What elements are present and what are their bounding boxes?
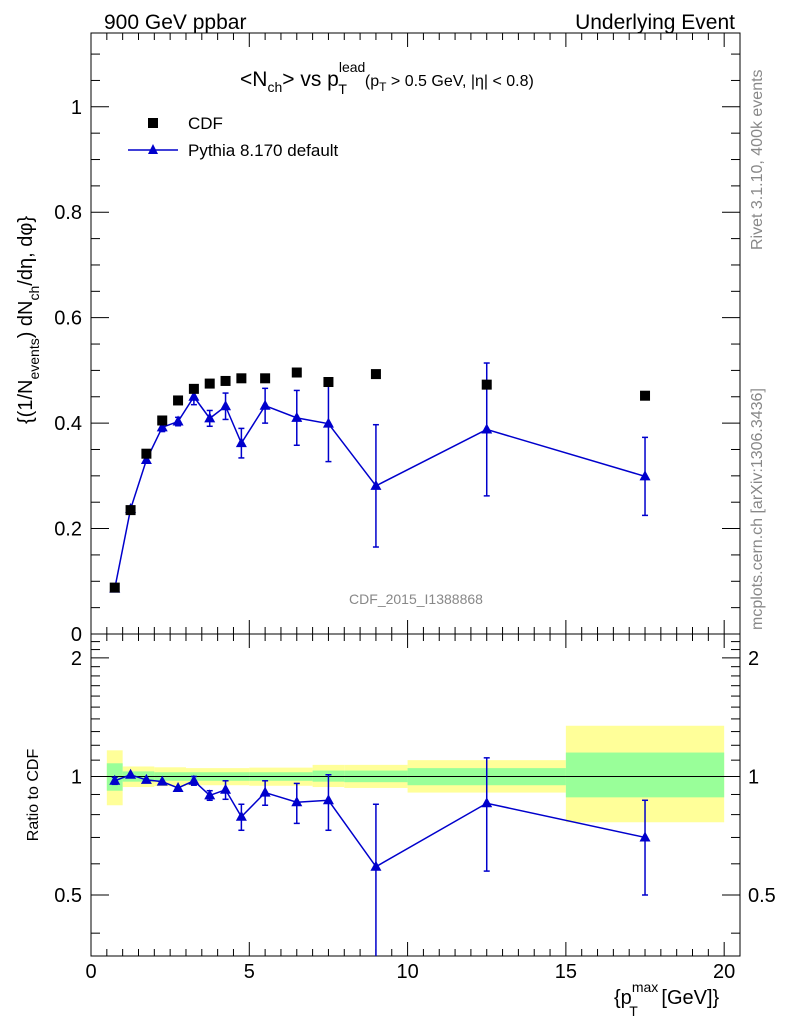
legend-cdf-label: CDF [188,114,223,133]
x-tick-label-3: 15 [555,961,577,983]
mc-point-12 [370,479,382,490]
cdf-point-5 [188,383,199,394]
ratio-point-6 [204,789,216,800]
ratio-tick-label-left-0: 0.5 [54,885,82,907]
ratio-point-13 [481,797,493,808]
ratio-point-7 [220,783,232,794]
cdf-point-8 [236,373,247,384]
cdf-point-6 [204,378,215,389]
mcplots-label: mcplots.cern.ch [arXiv:1306.3436] [749,388,766,630]
ratio-point-12 [370,860,382,871]
x-tick-label-1: 5 [244,961,255,983]
ratio-tick-label-right-1: 1 [748,766,759,788]
x-tick-label-2: 10 [396,961,418,983]
mc-point-2 [140,454,152,465]
chart-title: <Nch> vs plead T (pT > 0.5 GeV, |η| < 0.8) [240,59,534,97]
mc-point-9 [259,399,271,410]
ratio-point-0 [109,774,121,785]
y-tick-label-3: 0.6 [54,308,82,330]
ratio-point-9 [259,786,271,797]
legend: CDF Pythia 8.170 default [128,114,339,160]
ratio-point-5 [188,774,200,785]
mc-line [114,395,646,589]
ratio-y-axis-label: Ratio to CDF [25,749,42,842]
ratio-bands [91,725,740,823]
rivet-label: Rivet 3.1.10, 400k events [749,69,766,250]
cdf-point-13 [481,379,492,390]
cdf-point-14 [640,390,651,401]
cdf-point-12 [370,369,381,380]
y-tick-label-1: 0.2 [54,519,82,541]
ratio-point-2 [140,773,152,784]
mc-point-10 [291,411,303,422]
ratio-frame [90,633,741,957]
ratio-tick-label-left-1: 1 [71,766,82,788]
data-series [109,367,651,593]
cdf-point-10 [291,367,302,378]
cdf-point-1 [125,505,136,516]
ratio-point-10 [291,796,303,807]
x-axis-label: {pmax T [GeV]} [614,979,720,1019]
mc-point-8 [235,437,247,448]
mc-point-14 [639,470,651,481]
mc-point-7 [220,400,232,411]
ratio-point-14 [639,831,651,842]
x-tick-label-0: 0 [85,961,96,983]
axes: 0 5 10 15 20 0 0.2 0.4 0.6 0.8 1 0.5 0.5 1 1 2 2 [54,32,776,983]
ratio-point-1 [125,768,137,779]
cdf-point-9 [260,373,271,384]
ratio-point-3 [156,775,168,786]
legend-cdf-marker [148,118,158,128]
x-tick-label-4: 20 [713,961,735,983]
legend-pythia-label: Pythia 8.170 default [188,141,339,160]
ratio-tick-label-left-2: 2 [71,648,82,670]
cdf-point-4 [173,395,184,406]
mc-series [109,362,651,956]
band-green-8 [565,752,725,798]
y-axis-label: {(1/Nevents) dNch/dη, dφ} [15,216,42,424]
cdf-point-7 [220,375,231,386]
mc-point-13 [481,423,493,434]
ratio-point-8 [235,810,247,821]
analysis-id-label: CDF_2015_I1388868 [349,591,483,607]
header-right-label: Underlying Event [575,11,735,34]
mc-point-4 [172,415,184,426]
cdf-point-3 [157,415,168,426]
cdf-point-0 [109,582,120,593]
y-tick-label-2: 0.4 [54,413,82,435]
header-left-label: 900 GeV ppbar [104,11,246,34]
cdf-point-11 [323,377,334,388]
y-tick-label-0: 0 [71,624,82,646]
mc-point-3 [156,421,168,432]
mc-point-5 [188,390,200,401]
ratio-point-4 [172,781,184,792]
ratio-tick-label-right-0: 0.5 [748,885,776,907]
y-tick-label-5: 1 [71,97,82,119]
ratio-tick-label-right-2: 2 [748,648,759,670]
mc-point-6 [204,412,216,423]
mc-point-11 [322,417,334,428]
legend-pythia-marker [148,144,158,154]
cdf-point-2 [141,448,152,459]
y-tick-label-4: 0.8 [54,202,82,224]
ratio-point-11 [322,794,334,805]
